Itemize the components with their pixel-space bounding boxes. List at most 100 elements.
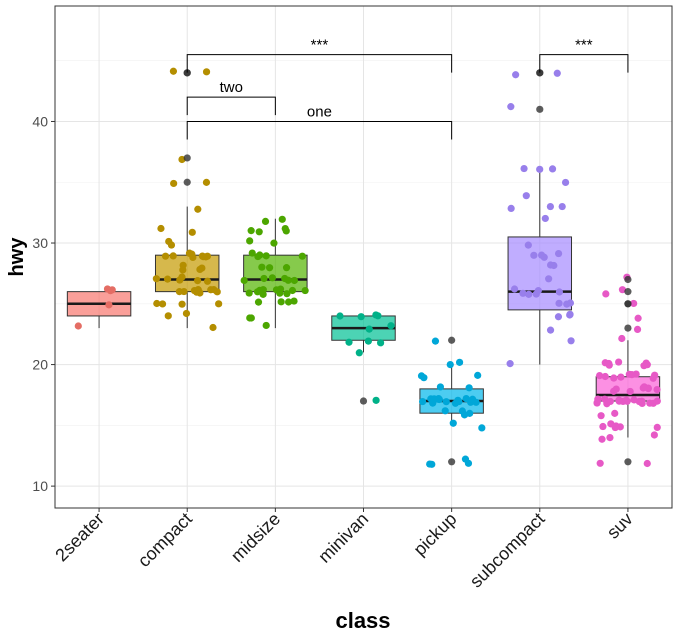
data-point — [255, 228, 263, 236]
data-point — [630, 396, 638, 404]
data-point — [525, 290, 533, 298]
data-point — [290, 297, 298, 305]
data-point — [365, 325, 373, 333]
significance-label: *** — [311, 37, 329, 54]
data-point — [611, 409, 619, 417]
data-point — [464, 459, 473, 467]
significance-label: two — [220, 79, 243, 96]
outlier-point — [183, 178, 191, 186]
data-point — [599, 422, 607, 431]
data-point — [522, 192, 530, 200]
outlier-point — [359, 397, 368, 405]
data-point — [283, 290, 291, 298]
data-point — [532, 290, 540, 298]
data-point — [180, 287, 188, 296]
box-subcompact — [507, 236, 573, 311]
data-point — [164, 312, 172, 320]
data-point — [512, 71, 520, 79]
outlier-points — [183, 69, 632, 466]
data-point — [615, 358, 623, 366]
data-point — [420, 374, 428, 382]
data-point — [298, 252, 306, 260]
data-point — [152, 275, 160, 283]
data-point — [178, 300, 186, 308]
data-point — [567, 337, 575, 345]
outlier-point — [183, 69, 191, 77]
data-point — [615, 397, 623, 405]
data-point — [548, 165, 557, 173]
data-point — [446, 361, 454, 369]
data-point — [474, 371, 482, 379]
data-point — [561, 178, 570, 187]
data-point — [638, 397, 646, 405]
data-point — [282, 264, 291, 272]
data-point — [202, 178, 211, 186]
significance-bracket — [186, 96, 276, 116]
data-point — [290, 276, 298, 285]
data-point — [650, 431, 658, 439]
data-point — [276, 285, 285, 293]
y-tick-label: 20 — [32, 357, 48, 373]
significance-annotations: *** *** two one — [186, 37, 629, 140]
data-point — [284, 276, 292, 284]
data-point — [179, 266, 187, 274]
data-point — [188, 250, 196, 258]
data-point — [281, 224, 289, 233]
box-compact — [154, 254, 220, 293]
data-point — [633, 325, 642, 334]
data-point — [372, 396, 380, 404]
data-point — [510, 285, 519, 293]
data-point — [593, 398, 601, 406]
data-point — [169, 252, 177, 260]
y-tick-label: 30 — [32, 235, 48, 251]
data-point — [248, 249, 256, 257]
data-point — [431, 337, 440, 345]
data-point — [258, 263, 266, 271]
data-point — [345, 338, 353, 346]
data-point — [442, 398, 450, 406]
data-point — [566, 310, 574, 318]
data-point — [158, 300, 167, 308]
data-point — [169, 67, 178, 75]
data-point — [215, 300, 223, 308]
data-point — [478, 424, 486, 432]
data-point — [254, 298, 263, 306]
data-point — [618, 286, 627, 294]
data-point — [284, 298, 293, 306]
data-point — [245, 289, 253, 297]
outlier-point — [624, 288, 632, 296]
data-point — [355, 349, 363, 357]
data-point — [618, 334, 626, 343]
data-point — [538, 251, 546, 259]
data-point — [357, 313, 365, 321]
data-point — [213, 288, 221, 296]
box-midsize — [243, 254, 308, 293]
outlier-point — [624, 275, 632, 284]
significance-bracket — [539, 54, 629, 73]
data-point — [634, 314, 642, 322]
data-point — [555, 288, 564, 296]
data-point — [161, 252, 170, 260]
data-point — [203, 252, 212, 260]
data-point — [170, 179, 178, 188]
data-point — [436, 383, 445, 391]
outlier-point — [183, 154, 191, 162]
data-point — [598, 435, 606, 443]
y-tick-label: 10 — [32, 478, 48, 494]
data-point — [601, 372, 609, 381]
data-point — [507, 204, 515, 213]
data-point — [610, 387, 618, 395]
data-point — [640, 362, 648, 370]
data-point — [74, 322, 82, 330]
data-point — [288, 286, 297, 295]
data-point — [643, 459, 651, 468]
data-point — [546, 202, 554, 211]
data-point — [506, 360, 514, 368]
data-point — [196, 265, 204, 274]
data-point — [611, 423, 619, 432]
data-point — [451, 399, 460, 407]
data-point — [364, 337, 372, 345]
x-axis-title: class — [335, 608, 390, 633]
outlier-point — [624, 458, 632, 466]
